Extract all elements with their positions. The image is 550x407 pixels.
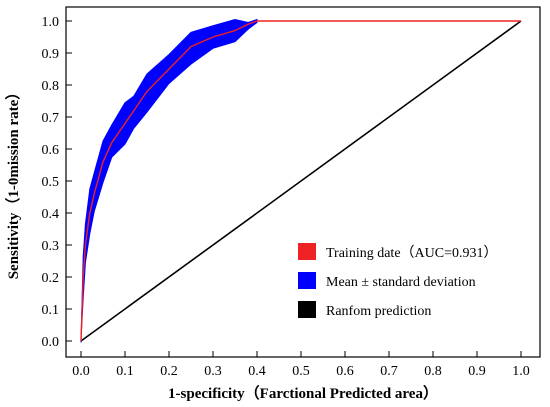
y-axis-title: Sensitivity（1-0mission rate） (4, 85, 22, 280)
legend-swatch-training (298, 243, 316, 260)
random-line (80, 20, 522, 342)
y-tick-label: 0.7 (42, 111, 60, 126)
std-band (80, 18, 258, 343)
y-tick-label: 0.5 (42, 175, 60, 190)
y-tick-label: 0.6 (42, 143, 60, 158)
x-tick-label: 0.5 (292, 364, 310, 379)
y-tick-label: 0.4 (42, 207, 60, 222)
x-tick-label: 0.0 (72, 364, 90, 379)
x-tick-label: 0.6 (336, 364, 354, 379)
x-tick-label: 0.1 (116, 364, 134, 379)
x-tick-label: 0.9 (468, 364, 486, 379)
legend-swatch-random (298, 301, 316, 318)
legend-label-random: Ranfom prediction (326, 304, 431, 319)
y-tick-label: 0.0 (42, 335, 60, 350)
x-tick-label: 0.8 (424, 364, 442, 379)
y-tick-label: 0.3 (42, 239, 60, 254)
legend-label-mean-std: Mean ± standard deviation (326, 275, 476, 290)
x-tick-label: 0.2 (160, 364, 178, 379)
legend: Training date（AUC=0.931） Mean ± standard… (298, 243, 498, 319)
y-tick-label: 0.1 (42, 303, 60, 318)
x-tick-label: 0.3 (204, 364, 222, 379)
y-tick-label: 0.9 (42, 47, 60, 62)
plot-area: 0.0 0.1 0.2 0.3 0.4 0.5 0.6 0.7 0.8 0.9 1.0 0.0 0.1 0… (42, 6, 541, 379)
legend-swatch-mean-std (298, 272, 316, 289)
x-tick-label: 1.0 (512, 364, 530, 379)
plot-frame (65, 6, 541, 358)
y-tick-label: 0.8 (42, 79, 60, 94)
training-line (80, 20, 521, 342)
y-tick-label: 1.0 (42, 15, 60, 30)
x-axis-title: 1-specificity（Farctional Predicted area） (168, 384, 438, 402)
y-tick-label: 0.2 (42, 271, 60, 286)
legend-label-training: Training date（AUC=0.931） (326, 245, 498, 261)
x-tick-label: 0.4 (248, 364, 266, 379)
x-tick-label: 0.7 (380, 364, 398, 379)
